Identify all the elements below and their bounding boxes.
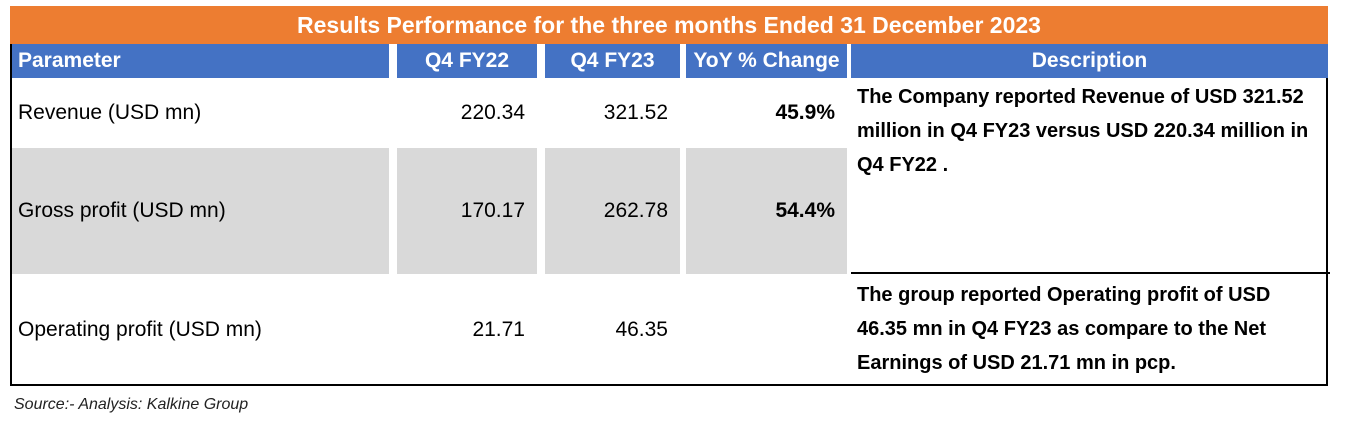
row-operating-profit-q4fy23: 46.35 [615,318,668,341]
description-divider [851,272,1330,274]
row-operating-profit-yoy [686,276,847,384]
description-operating-profit: The group reported Operating profit of U… [857,284,1271,374]
header-q4fy23: Q4 FY23 [545,44,680,78]
header-q4fy22: Q4 FY22 [397,44,537,78]
source-note: Source:- Analysis: Kalkine Group [14,396,249,413]
row-gross-profit-parameter: Gross profit (USD mn) [12,148,389,274]
row-gross-profit-q4fy23: 262.78 [545,148,680,274]
row-gross-profit-q4fy22: 170.17 [397,148,537,274]
row-operating-profit-q4fy22: 21.71 [472,318,525,341]
row-revenue-parameter: Revenue (USD mn) [18,101,202,124]
header-description: Description [851,44,1328,78]
row-revenue-q4fy23: 321.52 [603,101,668,124]
header-parameter: Parameter [12,44,389,78]
row-gross-profit-yoy: 54.4% [686,148,847,274]
row-operating-profit-parameter: Operating profit (USD mn) [18,318,262,341]
header-yoy-change: YoY % Change [686,44,847,78]
row-revenue-q4fy22: 220.34 [460,101,525,124]
table-title: Results Performance for the three months… [10,6,1328,44]
description-revenue: The Company reported Revenue of USD 321.… [857,86,1309,176]
row-revenue-yoy: 45.9% [775,101,835,124]
